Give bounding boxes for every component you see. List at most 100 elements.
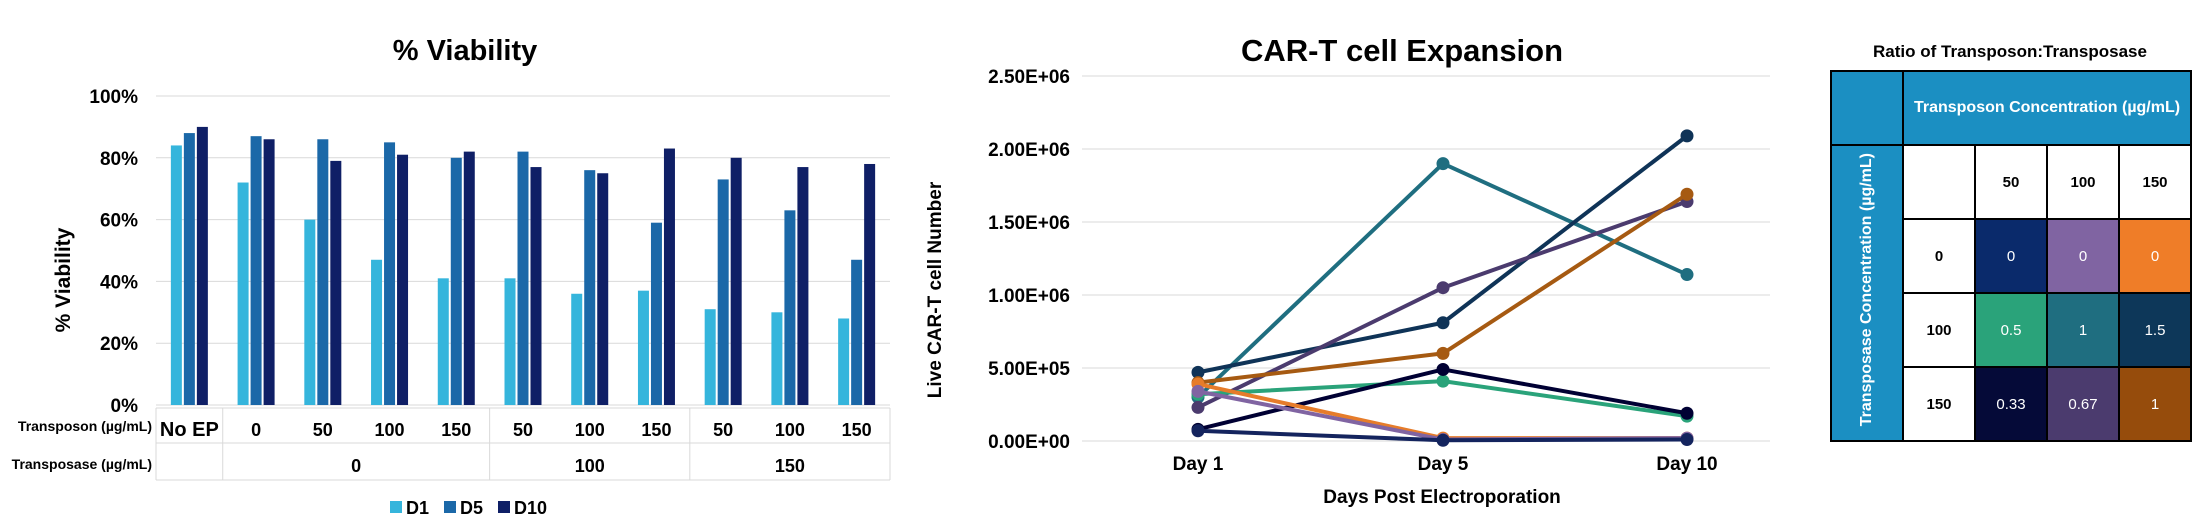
bar-x-tick-label: 150	[842, 420, 872, 440]
bar-d10	[397, 154, 409, 405]
ratio-col-header: 100	[2046, 144, 2120, 220]
legend-swatch-d5	[444, 501, 456, 513]
line-point	[1191, 384, 1205, 398]
line-point	[1436, 346, 1450, 360]
bar-d5	[317, 139, 329, 405]
line-x-tick-label: Day 5	[1418, 454, 1469, 475]
ratio-cell: 1.5	[2117, 292, 2193, 368]
bar-d1	[304, 219, 316, 405]
line-point	[1191, 365, 1205, 379]
line-point	[1191, 400, 1205, 414]
line-point	[1680, 433, 1694, 447]
line-point	[1680, 187, 1694, 201]
line-y-tick-label: 1.50E+06	[988, 213, 1070, 234]
line-point	[1436, 281, 1450, 295]
bar-d10	[330, 160, 342, 405]
line-y-tick-label: 2.50E+06	[988, 67, 1070, 88]
bar-chart-bars	[170, 126, 876, 406]
ratio-cell: 1	[2046, 292, 2120, 368]
line-x-tick-label: Day 1	[1173, 454, 1224, 475]
bar-d10	[530, 167, 542, 405]
bar-y-tick-label: 100%	[89, 87, 138, 108]
line-y-tick-label: 0.00E+00	[988, 432, 1070, 453]
ratio-table-empty-cell	[1902, 144, 1976, 220]
ratio-table-panel: Ratio of Transposon:Transposase Transpos…	[1830, 42, 2193, 442]
bar-x-tick-label: 100	[575, 420, 605, 440]
bar-d5	[584, 170, 596, 405]
bar-y-tick-label: 0%	[111, 396, 139, 417]
legend-label-d5: D5	[460, 498, 483, 518]
transposon-row-label: Transposon (µg/mL)	[18, 418, 152, 434]
legend-swatch-d1	[390, 501, 402, 513]
line-point	[1436, 374, 1450, 388]
bar-group-label: 100	[575, 456, 605, 476]
legend-swatch-d10	[498, 501, 510, 513]
bar-y-tick-label: 60%	[100, 211, 138, 232]
ratio-row-header: 150	[1902, 366, 1976, 442]
bar-d5	[183, 133, 195, 405]
bar-d10	[663, 148, 675, 405]
bar-d5	[450, 157, 462, 405]
legend-label-d1: D1	[406, 498, 429, 518]
line-point	[1436, 316, 1450, 330]
bar-d5	[717, 179, 729, 405]
bar-x-tick-label: 150	[641, 420, 671, 440]
line-chart-x-ticks: Day 1 Day 5 Day 10	[1173, 454, 1718, 475]
bar-d10	[797, 167, 809, 405]
bar-d5	[851, 259, 863, 405]
line-chart-title: CAR-T cell Expansion	[1241, 33, 1563, 68]
bar-d1	[170, 145, 182, 405]
bar-chart-title: % Viability	[393, 35, 538, 67]
bar-d5	[250, 136, 262, 406]
ratio-table-corner	[1830, 70, 1904, 146]
bar-d1	[437, 278, 449, 405]
bar-d1	[704, 309, 716, 405]
bar-d10	[463, 151, 475, 405]
bar-d1	[637, 290, 649, 405]
bar-d10	[730, 157, 742, 405]
bar-d1	[504, 278, 516, 405]
transposase-concentration-header: Transposase Concentration (µg/mL)	[1830, 144, 1904, 442]
expansion-line-chart: CAR-T cell Expansion Live CAR-T cell Num…	[925, 33, 1770, 508]
line-point	[1680, 268, 1694, 282]
bar-d5	[517, 151, 529, 405]
bar-chart-category-table: Transposon (µg/mL) Transposase (µg/mL) N…	[12, 407, 891, 481]
line-series	[1197, 134, 1689, 375]
line-point	[1436, 433, 1450, 447]
bar-group-label: 0	[351, 456, 361, 476]
transposase-concentration-header-text: Transposase Concentration (µg/mL)	[1858, 153, 1875, 427]
bar-x-tick-label: No EP	[160, 419, 219, 441]
transposase-row-label: Transposase (µg/mL)	[12, 456, 152, 472]
ratio-cell: 0	[1974, 218, 2048, 294]
line-chart-gridlines	[1082, 75, 1770, 442]
bar-d5	[384, 142, 396, 405]
line-chart-series	[1191, 129, 1694, 447]
bar-d10	[864, 163, 876, 405]
line-y-tick-label: 2.00E+06	[988, 140, 1070, 161]
line-point	[1680, 406, 1694, 420]
legend-label-d10: D10	[514, 498, 547, 518]
bar-chart-y-ticks: 0% 20% 40% 60% 80% 100%	[89, 87, 138, 417]
bar-x-tick-label: 50	[713, 420, 733, 440]
line-y-tick-label: 1.00E+06	[988, 286, 1070, 307]
bar-x-tick-label: 100	[775, 420, 805, 440]
ratio-cell: 0	[2117, 218, 2193, 294]
line-y-tick-label: 5.00E+05	[988, 359, 1070, 380]
bar-x-tick-label: 50	[313, 420, 333, 440]
bar-d1	[571, 293, 583, 405]
bar-x-tick-label: 0	[251, 420, 261, 440]
bar-y-tick-label: 40%	[100, 272, 138, 293]
bar-d1	[838, 318, 850, 405]
bar-group-label: 150	[775, 456, 805, 476]
transposon-concentration-header: Transposon Concentration (µg/mL)	[1901, 70, 2193, 146]
ratio-cell: 0.5	[1974, 292, 2048, 368]
ratio-cell: 0	[2046, 218, 2120, 294]
ratio-row-header: 100	[1902, 292, 1976, 368]
bar-d5	[784, 210, 796, 405]
line-x-tick-label: Day 10	[1656, 454, 1717, 475]
bar-d1	[771, 312, 783, 405]
line-point	[1680, 129, 1694, 143]
bar-x-tick-label: 100	[375, 420, 405, 440]
line-point	[1436, 157, 1450, 171]
